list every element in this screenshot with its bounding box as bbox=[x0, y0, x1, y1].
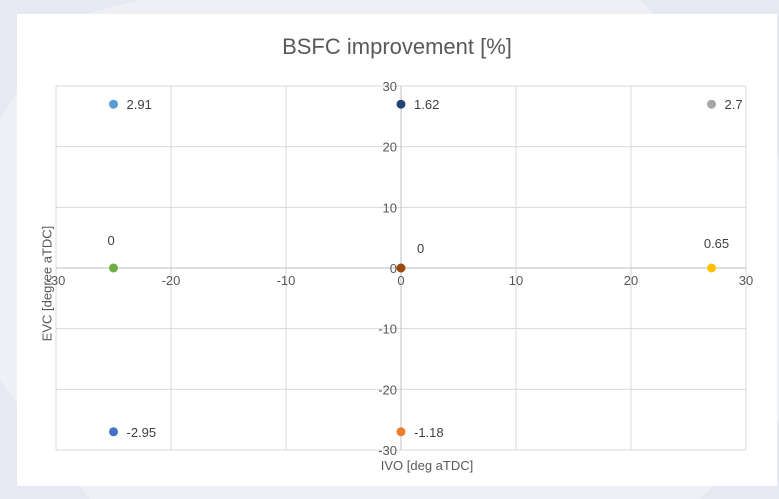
x-tick-label: -20 bbox=[162, 273, 181, 288]
chart-area: BSFC improvement [%] -30 -20 -10 0 10 20 30 30 2… bbox=[17, 14, 777, 486]
data-label: 2.7 bbox=[725, 97, 743, 112]
y-tick-label: -20 bbox=[378, 382, 397, 397]
data-label: 2.91 bbox=[127, 97, 152, 112]
data-point bbox=[396, 263, 406, 273]
y-tick-label: 0 bbox=[390, 261, 397, 276]
y-tick-label: -30 bbox=[378, 443, 397, 458]
data-point bbox=[396, 427, 406, 437]
scatter-plot: -30 -20 -10 0 10 20 30 30 20 10 0 -10 -20 -30 2.91 1.6… bbox=[47, 79, 754, 458]
x-tick-label: -10 bbox=[277, 273, 296, 288]
data-label: -2.95 bbox=[127, 425, 157, 440]
x-tick-label: 30 bbox=[739, 273, 753, 288]
x-axis-title: IVO [deg aTDC] bbox=[380, 458, 474, 473]
x-tick-label: -30 bbox=[47, 273, 66, 288]
y-tick-label: -10 bbox=[378, 322, 397, 337]
x-tick-label: 10 bbox=[509, 273, 523, 288]
y-tick-label: 30 bbox=[383, 79, 397, 94]
data-point bbox=[396, 99, 406, 109]
x-tick-label: 0 bbox=[397, 273, 404, 288]
x-tick-label: 20 bbox=[624, 273, 638, 288]
data-label: -1.18 bbox=[414, 425, 444, 440]
data-label: 0 bbox=[417, 241, 424, 256]
data-point bbox=[109, 99, 118, 109]
data-point bbox=[707, 263, 716, 273]
data-point bbox=[109, 427, 118, 437]
data-point bbox=[707, 99, 716, 109]
y-axis-title: EVC [degree aTDC] bbox=[39, 225, 55, 342]
chart-title: BSFC improvement [%] bbox=[282, 34, 512, 59]
data-label: 0 bbox=[108, 233, 115, 248]
y-tick-label: 20 bbox=[383, 140, 397, 155]
data-point bbox=[109, 263, 118, 273]
y-tick-label: 10 bbox=[383, 200, 397, 215]
data-label: 1.62 bbox=[414, 97, 439, 112]
data-label: 0.65 bbox=[704, 236, 729, 251]
